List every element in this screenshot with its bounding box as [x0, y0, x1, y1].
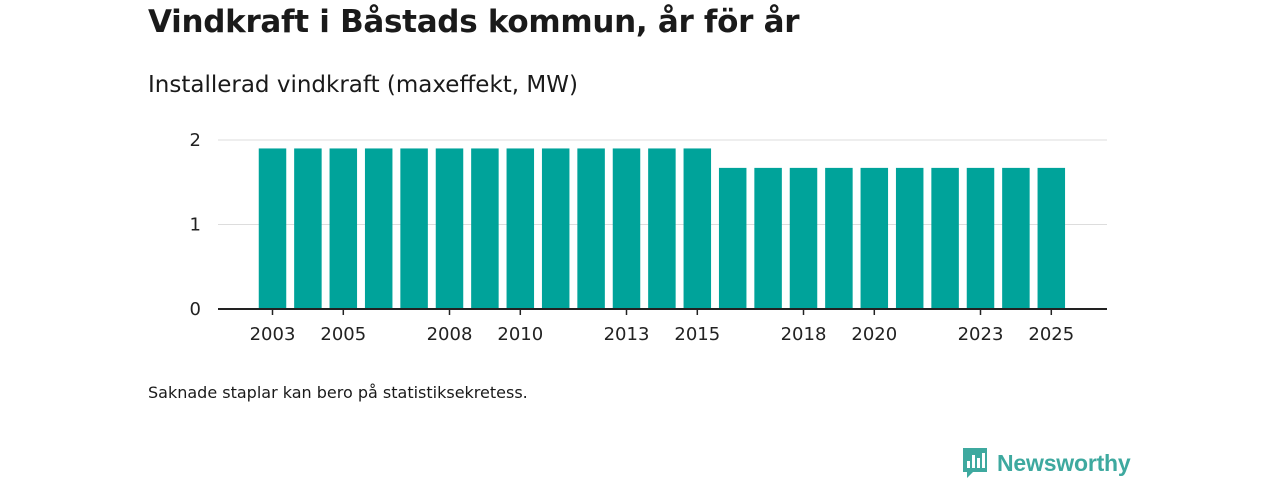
- bars: [258, 148, 1066, 309]
- bar-2022[interactable]: [931, 167, 959, 309]
- x-tick-label: 2003: [250, 324, 296, 345]
- bar-2008[interactable]: [435, 148, 464, 309]
- bar-2019[interactable]: [825, 167, 853, 309]
- y-tick-label: 2: [190, 130, 201, 151]
- x-tick-label: 2015: [674, 324, 720, 345]
- x-tick-label: 2023: [958, 324, 1004, 345]
- brand-name: Newsworthy: [997, 449, 1131, 476]
- bar-chart-speech-icon: [963, 448, 987, 478]
- bar-2003[interactable]: [258, 148, 287, 309]
- chart-title: Vindkraft i Båstads kommun, år för år: [148, 4, 800, 40]
- x-tick-label: 2008: [427, 324, 473, 345]
- x-tick-label: 2013: [604, 324, 650, 345]
- bar-2011[interactable]: [541, 148, 570, 309]
- bar-2020[interactable]: [860, 167, 889, 309]
- y-tick-label: 0: [190, 299, 201, 320]
- newsworthy-logo[interactable]: Newsworthy: [961, 446, 1131, 480]
- x-tick-label: 2010: [497, 324, 543, 345]
- bar-2012[interactable]: [577, 148, 605, 309]
- bar-2005[interactable]: [329, 148, 358, 309]
- bar-2023[interactable]: [966, 167, 995, 309]
- footnote: Saknade staplar kan bero på statistiksek…: [148, 383, 528, 402]
- x-tick-label: 2025: [1028, 324, 1074, 345]
- bar-2015[interactable]: [683, 148, 712, 309]
- bar-2017[interactable]: [754, 167, 782, 309]
- bar-2016[interactable]: [718, 167, 747, 309]
- x-tick-label: 2020: [851, 324, 897, 345]
- bar-2010[interactable]: [506, 148, 535, 309]
- x-axis-ticks: 2003 2005 2008 2010 2013 2015 2018 2020 2023 2025: [250, 309, 1074, 345]
- bar-2006[interactable]: [364, 148, 393, 309]
- x-tick-label: 2005: [320, 324, 366, 345]
- bar-chart: 0 1 2 2003 2005 2008 2010 2013 2015 2018 2020 2023…: [190, 130, 1107, 345]
- y-tick-label: 1: [190, 215, 201, 236]
- bar-2004[interactable]: [294, 148, 322, 309]
- bar-2009[interactable]: [471, 148, 499, 309]
- chart-subtitle: Installerad vindkraft (maxeffekt, MW): [148, 72, 578, 98]
- bar-2024[interactable]: [1002, 167, 1030, 309]
- bar-2014[interactable]: [648, 148, 676, 309]
- bar-2018[interactable]: [789, 167, 818, 309]
- y-axis-ticks: 0 1 2: [190, 130, 201, 320]
- bar-2021[interactable]: [895, 167, 924, 309]
- bar-2013[interactable]: [612, 148, 641, 309]
- bar-2007[interactable]: [400, 148, 428, 309]
- x-tick-label: 2018: [781, 324, 827, 345]
- bar-2025[interactable]: [1037, 167, 1066, 309]
